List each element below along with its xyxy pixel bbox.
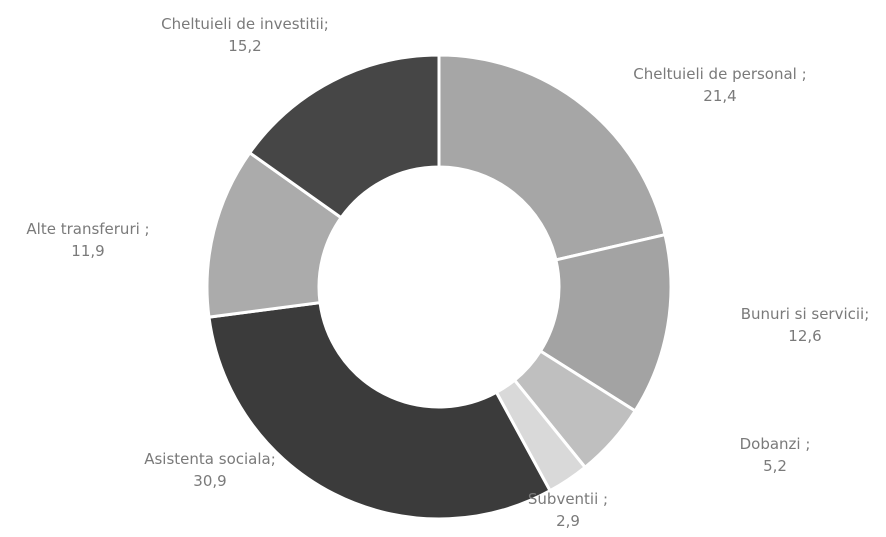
data-label: Bunuri si servicii; 12,6 <box>715 303 886 347</box>
data-label: Cheltuieli de investitii; 15,2 <box>155 13 335 57</box>
donut-slice <box>207 300 553 521</box>
value-label: 30,9 <box>193 472 227 490</box>
category-label: Cheltuieli de personal ; <box>633 65 807 83</box>
data-label: Dobanzi ; 5,2 <box>685 433 865 477</box>
category-label: Alte transferuri ; <box>26 220 150 238</box>
data-label: Cheltuieli de personal ; 21,4 <box>630 63 810 107</box>
donut-slice <box>437 53 667 262</box>
data-label: Alte transferuri ; 11,9 <box>0 218 178 262</box>
value-label: 11,9 <box>71 242 105 260</box>
value-label: 2,9 <box>556 512 580 530</box>
value-label: 21,4 <box>703 87 737 105</box>
value-label: 15,2 <box>228 37 262 55</box>
data-label: Asistenta sociala; 30,9 <box>120 448 300 492</box>
category-label: Subventii ; <box>527 490 609 508</box>
category-label: Asistenta sociala; <box>144 450 276 468</box>
value-label: 12,6 <box>788 327 822 345</box>
value-label: 5,2 <box>763 457 787 475</box>
donut-slice <box>247 53 441 220</box>
category-label: Cheltuieli de investitii; <box>161 15 329 33</box>
category-label: Dobanzi ; <box>739 435 811 453</box>
category-label: Bunuri si servicii; <box>740 305 870 323</box>
data-label: Subventii ; 2,9 <box>478 488 658 532</box>
